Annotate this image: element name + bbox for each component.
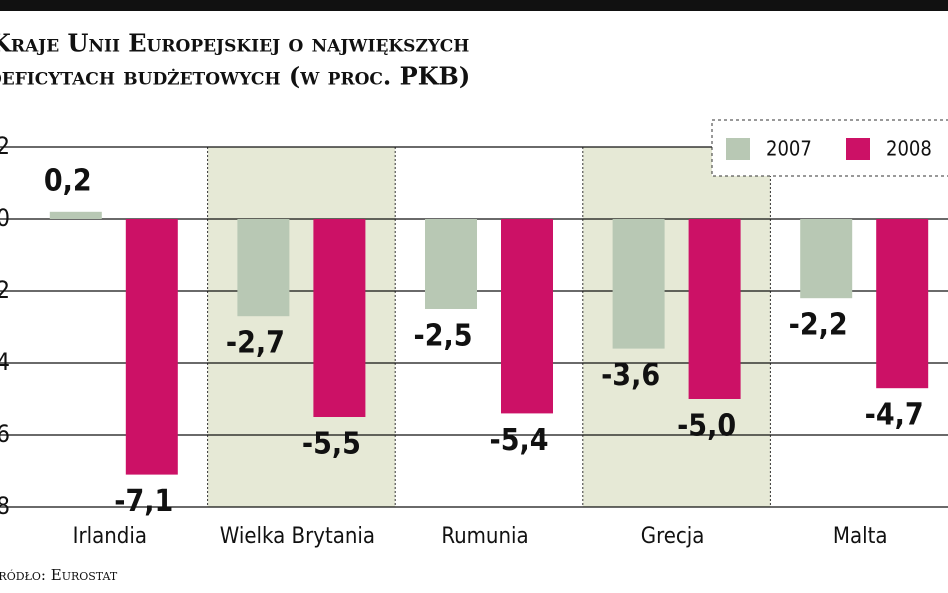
value-label: -5,4 <box>489 423 548 458</box>
value-label: -2,5 <box>413 319 472 354</box>
x-tick-label: Grecja <box>641 524 705 549</box>
bar <box>49 211 102 219</box>
bar <box>501 219 553 414</box>
x-tick-label: Malta <box>833 524 888 549</box>
bar <box>876 219 929 389</box>
band-shade <box>582 147 771 507</box>
legend-swatch <box>846 138 870 160</box>
value-label: -5,5 <box>302 427 361 462</box>
legend-box <box>711 119 948 177</box>
y-tick-label: -6 <box>0 420 10 448</box>
value-label: -4,7 <box>865 398 924 433</box>
value-label: -5,0 <box>677 409 736 444</box>
value-label: -2,7 <box>226 326 285 361</box>
value-label: -3,6 <box>601 358 660 393</box>
x-tick-label: Irlandia <box>73 524 147 549</box>
bar <box>612 219 665 349</box>
x-tick-label: Rumunia <box>441 524 528 549</box>
legend-label: 2007 <box>766 137 812 161</box>
chart-subtitle: deficytach budżetowych (w proc. PKB) <box>0 62 470 91</box>
x-tick-label: Wielka Brytania <box>220 524 375 549</box>
bar <box>688 219 741 399</box>
bar <box>800 219 853 299</box>
bar <box>125 219 178 475</box>
bar <box>425 219 477 309</box>
chart-title: Kraje Unii Europejskiej o największych <box>0 29 469 58</box>
y-tick-label: 0 <box>0 204 10 232</box>
bar <box>237 219 290 317</box>
value-label: -2,2 <box>789 308 848 343</box>
top-bar <box>0 0 948 11</box>
source: Źródło: Eurostat <box>0 566 118 584</box>
legend-label: 2008 <box>886 137 932 161</box>
y-tick-label: 2 <box>0 132 10 160</box>
legend-swatch <box>726 138 750 160</box>
bar <box>313 219 366 417</box>
value-label: -7,1 <box>114 484 173 519</box>
y-tick-label: -2 <box>0 276 10 304</box>
y-tick-label: -4 <box>0 348 10 376</box>
value-label: 0,2 <box>44 163 92 198</box>
y-tick-label: -8 <box>0 492 10 520</box>
